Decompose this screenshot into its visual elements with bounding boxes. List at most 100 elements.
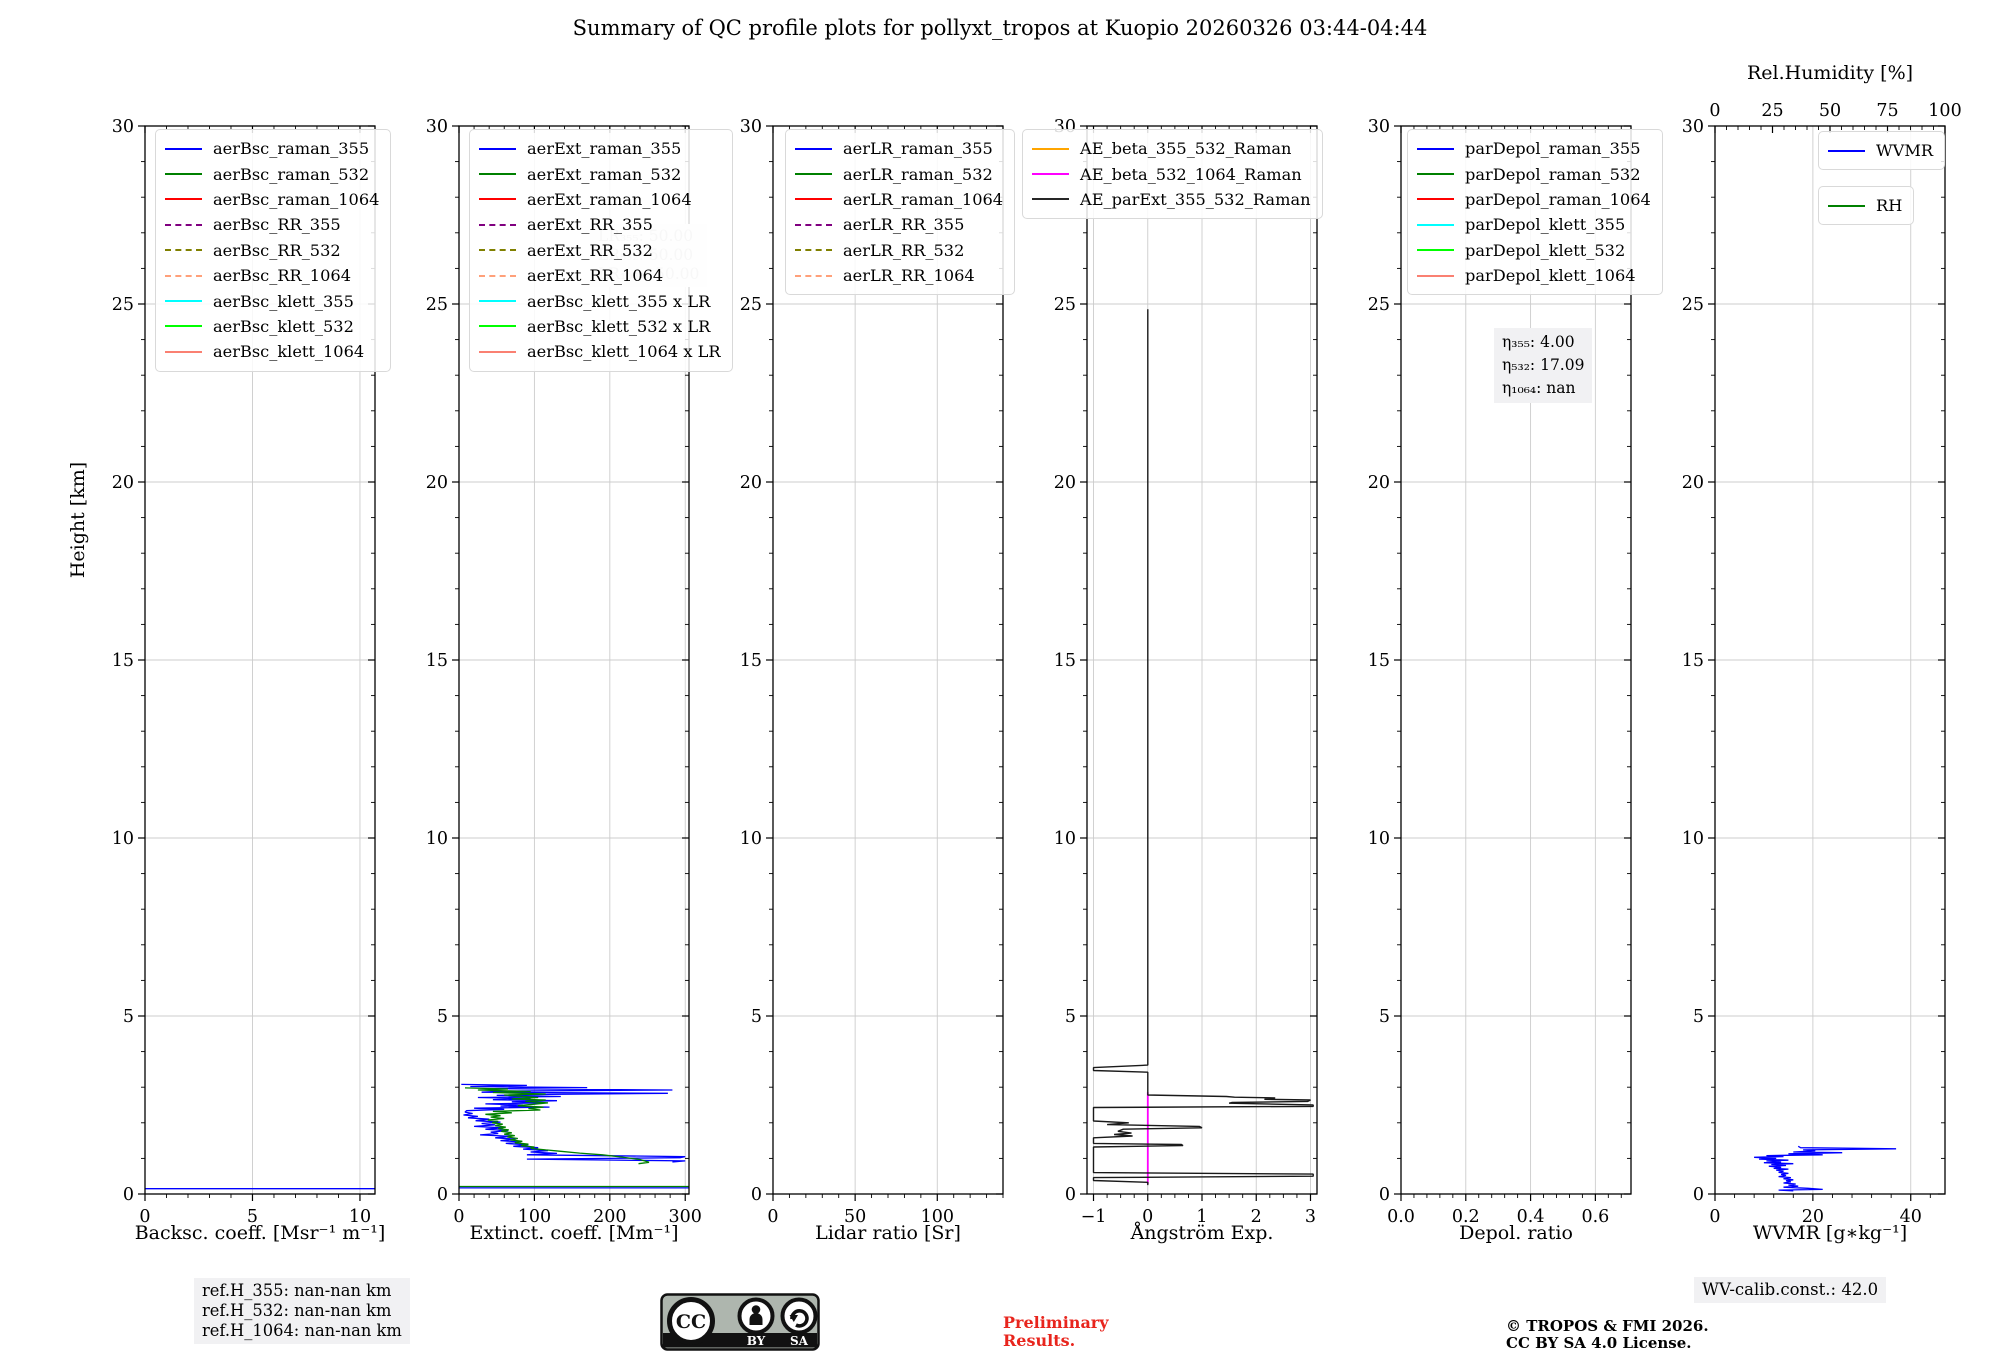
x-tick-label: 40 — [1900, 1207, 1922, 1227]
x-tick-label: 1 — [1196, 1207, 1207, 1227]
legend-swatch-RH — [1828, 204, 1865, 207]
x-tick-label: 0.6 — [1581, 1207, 1609, 1227]
top-tick-label: 0 — [1709, 101, 1720, 121]
x-tick-label: 0 — [139, 1207, 150, 1227]
y-tick-label: 20 — [1054, 473, 1076, 493]
eta-note-line: η₁₀₆₄: nan — [1502, 379, 1576, 397]
legend-lidar_ratio-main: aerLR_raman_355 aerLR_raman_532 aerLR_rama… — [785, 129, 1016, 296]
y-tick-label: 25 — [1054, 295, 1076, 315]
legend-label: aerLR_RR_355 — [843, 215, 965, 235]
legend-swatch-aerExt_RR_1064 — [479, 274, 516, 277]
cc-by-sa-badge: CC BY SA — [660, 1293, 820, 1351]
y-tick-label: 5 — [1379, 1007, 1390, 1027]
top-tick-label: 100 — [1928, 101, 1961, 121]
preliminary-results-stamp: Preliminary Results. — [1003, 1314, 1109, 1350]
legend-swatch-parDepol_raman_355 — [1417, 147, 1454, 150]
x-tick-label: 300 — [669, 1207, 702, 1227]
x-tick-label: 20 — [1802, 1207, 1824, 1227]
legend-item: aerExt_RR_532 — [479, 238, 721, 263]
top-tick-label: 50 — [1819, 101, 1841, 121]
legend-item: parDepol_klett_355 — [1417, 212, 1651, 237]
legend-swatch-WVMR — [1828, 149, 1865, 152]
x-tick-label: 10 — [349, 1207, 371, 1227]
legend-label: aerExt_raman_1064 — [527, 189, 692, 209]
y-tick-label: 20 — [1682, 473, 1704, 493]
x-tick-label: 0 — [453, 1207, 464, 1227]
legend-label: aerBsc_klett_355 x LR — [527, 291, 711, 311]
legend-label: WVMR — [1876, 141, 1934, 161]
legend-label: parDepol_raman_532 — [1465, 164, 1641, 184]
y-tick-label: 15 — [112, 651, 134, 671]
legend-label: parDepol_raman_355 — [1465, 139, 1641, 159]
y-tick-label: 5 — [751, 1007, 762, 1027]
legend-swatch-parDepol_raman_532 — [1417, 173, 1454, 176]
legend-swatch-aerBsc_klett_1064 x LR — [479, 350, 516, 353]
legend-swatch-aerExt_RR_355 — [479, 223, 516, 226]
legend-item: aerLR_raman_355 — [795, 136, 1003, 161]
legend-item: AE_parExt_355_532_Raman — [1032, 187, 1311, 212]
series-WVMR — [1754, 1145, 1897, 1192]
y-tick-label: 5 — [123, 1007, 134, 1027]
legend-swatch-aerLR_raman_1064 — [795, 198, 832, 201]
top-tick-label: 75 — [1876, 101, 1898, 121]
y-tick-label: 15 — [740, 651, 762, 671]
xlabel-depol: Depol. ratio — [1459, 1222, 1573, 1244]
y-tick-label: 25 — [740, 295, 762, 315]
badge-by-label: BY — [747, 1334, 766, 1348]
refh-note-line: ref.H_532: nan-nan km — [202, 1301, 392, 1320]
legend-item: aerBsc_klett_532 x LR — [479, 314, 721, 339]
legend-label: RH — [1876, 196, 1903, 216]
legend-label: parDepol_klett_1064 — [1465, 266, 1636, 286]
legend-label: aerLR_RR_532 — [843, 240, 965, 260]
x-tick-label: −1 — [1081, 1207, 1107, 1227]
legend-depol-main: parDepol_raman_355 parDepol_raman_532 parD… — [1407, 129, 1663, 296]
legend-swatch-aerBsc_klett_355 x LR — [479, 300, 516, 303]
legend-label: aerExt_RR_355 — [527, 215, 653, 235]
xlabel-lidar_ratio: Lidar ratio [Sr] — [815, 1222, 961, 1244]
svg-text:CC: CC — [676, 1311, 706, 1333]
y-tick-label: 0 — [1065, 1185, 1076, 1205]
legend-label: parDepol_klett_532 — [1465, 240, 1626, 260]
x-tick-label: 0 — [767, 1207, 778, 1227]
legend-label: aerExt_RR_532 — [527, 240, 653, 260]
legend-swatch-aerLR_RR_532 — [795, 249, 832, 252]
legend-swatch-AE_beta_355_532_Raman — [1032, 147, 1069, 150]
share-alike-icon — [780, 1297, 818, 1335]
legend-label: parDepol_klett_355 — [1465, 215, 1626, 235]
badge-sa-label: SA — [790, 1334, 809, 1348]
copyright-text: © TROPOS & FMI 2026. CC BY SA 4.0 Licens… — [1506, 1318, 1709, 1352]
legend-item: aerBsc_raman_1064 — [165, 187, 379, 212]
x-tick-label: 100 — [921, 1207, 954, 1227]
y-tick-label: 30 — [426, 117, 448, 137]
legend-item: aerExt_raman_532 — [479, 161, 721, 186]
y-tick-label: 30 — [740, 117, 762, 137]
legend-item: aerBsc_klett_532 — [165, 314, 379, 339]
x-tick-label: 100 — [518, 1207, 551, 1227]
legend-item: parDepol_raman_532 — [1417, 161, 1651, 186]
legend-label: aerBsc_RR_1064 — [213, 266, 351, 286]
legend-item: aerLR_RR_1064 — [795, 263, 1003, 288]
legend-swatch-parDepol_klett_1064 — [1417, 274, 1454, 277]
legend-item: aerExt_raman_355 — [479, 136, 721, 161]
y-tick-label: 25 — [1682, 295, 1704, 315]
legend-item: RH — [1828, 193, 1902, 218]
y-tick-label: 30 — [1682, 117, 1704, 137]
legend-item: parDepol_raman_1064 — [1417, 187, 1651, 212]
legend-label: aerBsc_klett_532 — [213, 316, 354, 336]
legend-item: aerBsc_RR_355 — [165, 212, 379, 237]
legend-label: aerBsc_RR_532 — [213, 240, 341, 260]
legend-item: aerBsc_klett_1064 — [165, 339, 379, 364]
wv-calibration-note: WV-calib.const.: 42.0 — [1694, 1277, 1887, 1303]
y-tick-label: 0 — [1693, 1185, 1704, 1205]
legend-extinction-main: aerExt_raman_355 aerExt_raman_532 aerExt_r… — [469, 129, 733, 372]
legend-swatch-aerBsc_klett_1064 — [165, 350, 202, 353]
series-aerExt_raman_355 — [461, 1083, 686, 1163]
legend-item: AE_beta_355_532_Raman — [1032, 136, 1311, 161]
legend-swatch-parDepol_raman_1064 — [1417, 198, 1454, 201]
copyright-line: CC BY SA 4.0 License. — [1506, 1334, 1692, 1352]
legend-item: AE_beta_532_1064_Raman — [1032, 161, 1311, 186]
legend-label: aerBsc_raman_1064 — [213, 189, 380, 209]
legend-label: AE_beta_355_532_Raman — [1080, 139, 1292, 159]
